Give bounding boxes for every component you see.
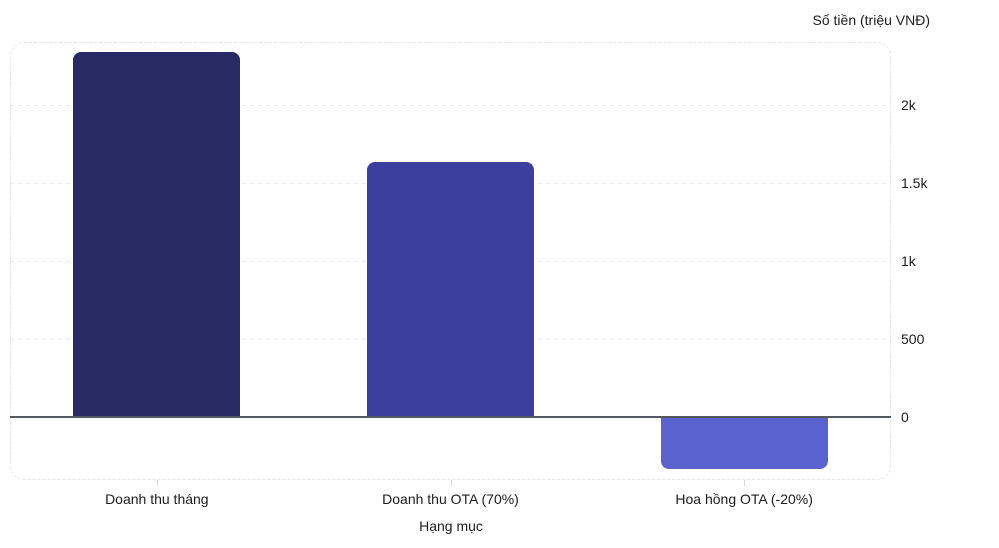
y-axis-title: Số tiền (triệu VNĐ)	[812, 12, 930, 28]
x-axis-title: Hạng mục	[419, 518, 483, 534]
y-tick-label: 1k	[901, 253, 916, 269]
x-category-label: Doanh thu tháng	[105, 491, 209, 507]
x-axis-tick	[450, 480, 452, 486]
x-category-label: Hoa hồng OTA (-20%)	[675, 491, 813, 507]
bar-0[interactable]	[73, 52, 241, 418]
y-tick-label: 500	[901, 331, 925, 348]
x-category-label: Doanh thu OTA (70%)	[382, 491, 519, 507]
gridline	[10, 104, 891, 106]
y-tick-label: 2k	[901, 96, 916, 113]
y-tick-label: 0	[901, 409, 909, 426]
bar-2[interactable]	[660, 417, 828, 469]
zero-axis-line	[10, 416, 891, 419]
y-tick-label: 1.5k	[901, 174, 928, 191]
bar-1[interactable]	[367, 161, 534, 418]
x-axis-tick	[156, 480, 158, 486]
x-axis-tick	[744, 480, 746, 486]
